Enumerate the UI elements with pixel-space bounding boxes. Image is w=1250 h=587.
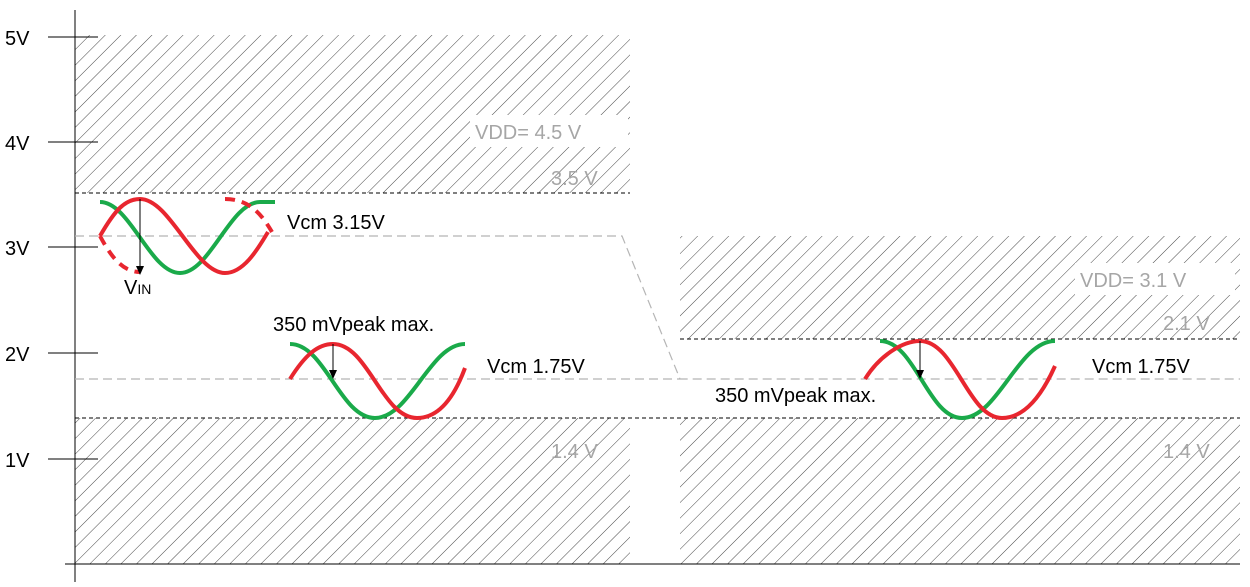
green-wave-right [879,339,1056,421]
vin-arrow-head [136,266,144,275]
y-ticks [48,36,98,460]
vcm-label-right: Vcm 1.75V [1092,356,1190,378]
red-dashed-wave-high [98,197,274,274]
left-upper-limit-label: 3.5 V [551,168,598,190]
green-wave-high [99,200,275,276]
tick-label-3v: 3V [5,238,30,260]
red-wave-high [98,196,270,276]
tick-label-1v: 1V [5,450,30,472]
left-lower-limit-label: 1.4 V [551,441,598,463]
right-vcm-waveforms [710,338,1057,421]
vdd-right-label: VDD= 3.1 V [1080,270,1187,292]
right-upper-limit-label: 2.1 V [1163,313,1210,335]
amplitude-arrow-right-head [916,370,924,379]
left-low-vcm-waveforms [288,341,467,421]
right-lower-limit-label: 1.4 V [1163,441,1210,463]
vdd-left-label: VDD= 4.5 V [475,122,582,144]
tick-label-4v: 4V [5,133,30,155]
tick-label-2v: 2V [5,344,30,366]
vcm-low-label-left: Vcm 1.75V [487,356,585,378]
right-lower-forbidden-region [680,418,1240,564]
vin-label: VIN [124,277,151,299]
vdd-left-label-bg [470,115,628,147]
red-wave-right [863,338,1057,421]
green-wave-left [289,342,466,421]
red-wave-left [288,341,467,421]
vdd-right-label-bg [1075,263,1235,295]
amplitude-label-left: 350 mVpeak max. [273,314,434,336]
vcm-high-label: Vcm 3.15V [287,212,385,234]
left-upper-forbidden-region [75,35,630,193]
amplitude-label-right: 350 mVpeak max. [715,385,876,407]
high-vcm-waveforms [98,196,275,276]
amplitude-arrow-left-head [329,370,337,379]
tick-label-5v: 5V [5,28,30,50]
left-lower-forbidden-region [75,418,630,564]
amplitude-label-right-bg [710,380,923,408]
